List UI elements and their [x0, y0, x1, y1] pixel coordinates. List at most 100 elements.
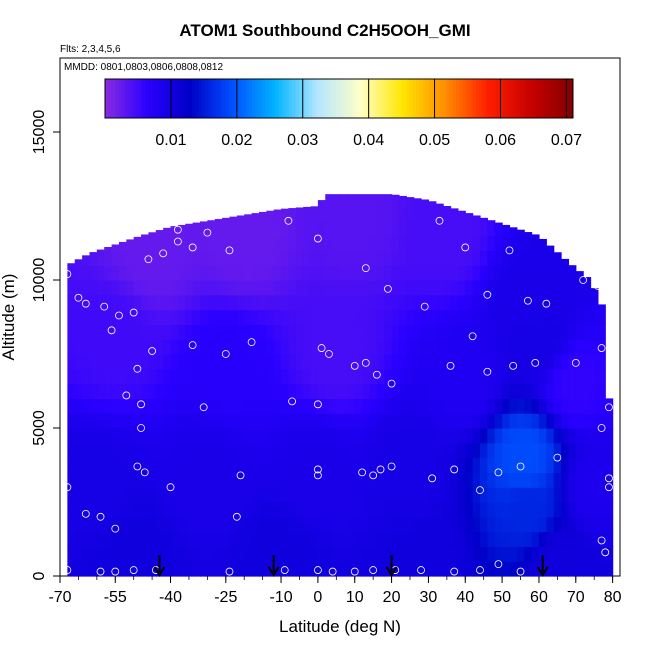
field-cell — [200, 531, 208, 547]
field-cell — [104, 339, 113, 355]
field-cell — [443, 561, 452, 577]
field-cell — [148, 398, 157, 414]
colorbar-swatch — [155, 79, 159, 118]
colorbar-swatch — [191, 79, 196, 118]
field-cell — [443, 531, 452, 547]
field-cell — [597, 561, 606, 577]
colorbar-swatch — [459, 79, 464, 118]
field-cell — [561, 546, 570, 562]
field-cell — [325, 206, 334, 222]
field-cell — [340, 250, 348, 266]
field-cell — [480, 472, 488, 488]
field-cell — [266, 487, 275, 503]
field-cell — [200, 368, 208, 385]
field-cell — [575, 354, 584, 370]
field-cell — [266, 472, 275, 488]
field-cell — [465, 324, 474, 340]
field-cell — [347, 487, 356, 503]
field-cell — [413, 354, 422, 370]
field-cell — [450, 561, 459, 577]
field-cell — [317, 250, 326, 266]
field-cell — [96, 442, 105, 459]
field-cell — [376, 309, 385, 325]
field-cell — [170, 531, 179, 547]
colorbar-swatch — [315, 79, 320, 118]
field-cell — [435, 235, 444, 251]
field-cell — [332, 324, 341, 340]
arrow-marker — [153, 555, 166, 577]
field-cell — [82, 457, 91, 473]
field-cell — [192, 428, 201, 444]
field-cell — [516, 561, 525, 577]
field-cell — [118, 472, 127, 488]
field-cell — [428, 368, 437, 385]
field-cell — [494, 324, 503, 340]
field-cell — [310, 442, 319, 459]
field-cell — [590, 472, 599, 488]
colorbar-swatch — [222, 79, 226, 118]
field-cell — [465, 368, 474, 385]
field-cell — [369, 265, 378, 281]
flight-point — [140, 468, 149, 477]
field-cell — [340, 309, 348, 325]
field-cell — [126, 398, 135, 414]
field-cell — [317, 546, 326, 562]
field-cell — [413, 339, 422, 355]
field-cell — [74, 280, 83, 296]
field-cell — [347, 502, 356, 518]
field-cell — [295, 531, 304, 547]
field-cell — [538, 250, 547, 266]
field-cell — [502, 383, 511, 399]
field-cell — [67, 413, 76, 429]
field-cell — [148, 442, 157, 459]
field-cell — [354, 250, 363, 266]
field-cell — [244, 235, 253, 251]
field-cell — [516, 516, 525, 533]
field-cell — [465, 413, 474, 429]
field-cell — [516, 294, 525, 311]
field-cell — [597, 531, 606, 547]
field-cell — [487, 442, 496, 459]
field-cell — [118, 241, 127, 251]
field-cell — [384, 546, 393, 562]
field-cell — [214, 398, 223, 414]
field-cell — [155, 235, 164, 251]
field-cell — [295, 354, 304, 370]
field-cell — [457, 383, 466, 399]
field-cell — [435, 546, 444, 562]
field-cell — [118, 413, 127, 429]
field-cell — [251, 472, 260, 488]
field-cell — [258, 516, 267, 533]
flight-point — [476, 566, 484, 574]
field-cell — [450, 546, 459, 562]
field-cell — [413, 265, 422, 281]
field-cell — [258, 546, 267, 562]
field-cell — [435, 398, 444, 414]
field-cell — [295, 546, 304, 562]
field-cell — [428, 561, 437, 577]
field-cell — [295, 324, 304, 340]
field-cell — [435, 354, 444, 370]
field-cell — [141, 235, 150, 251]
flight-point — [383, 284, 392, 293]
field-cell — [288, 457, 297, 473]
field-cell — [546, 561, 555, 577]
field-cell — [457, 472, 466, 488]
field-cell — [583, 531, 592, 547]
field-cell — [266, 280, 275, 296]
colorbar-swatch — [342, 79, 347, 118]
field-cell — [207, 280, 216, 296]
field-cell — [288, 428, 297, 444]
field-cell — [590, 354, 599, 370]
field-cell — [170, 368, 179, 385]
colorbar-swatch — [559, 79, 564, 118]
field-cell — [516, 398, 525, 414]
field-cell — [435, 368, 444, 385]
field-cell — [273, 250, 282, 266]
field-cell — [229, 428, 238, 444]
field-cell — [244, 457, 253, 473]
field-cell — [443, 280, 452, 296]
field-cell — [288, 531, 297, 547]
colorbar-swatch — [328, 79, 333, 118]
field-cell — [303, 354, 312, 370]
